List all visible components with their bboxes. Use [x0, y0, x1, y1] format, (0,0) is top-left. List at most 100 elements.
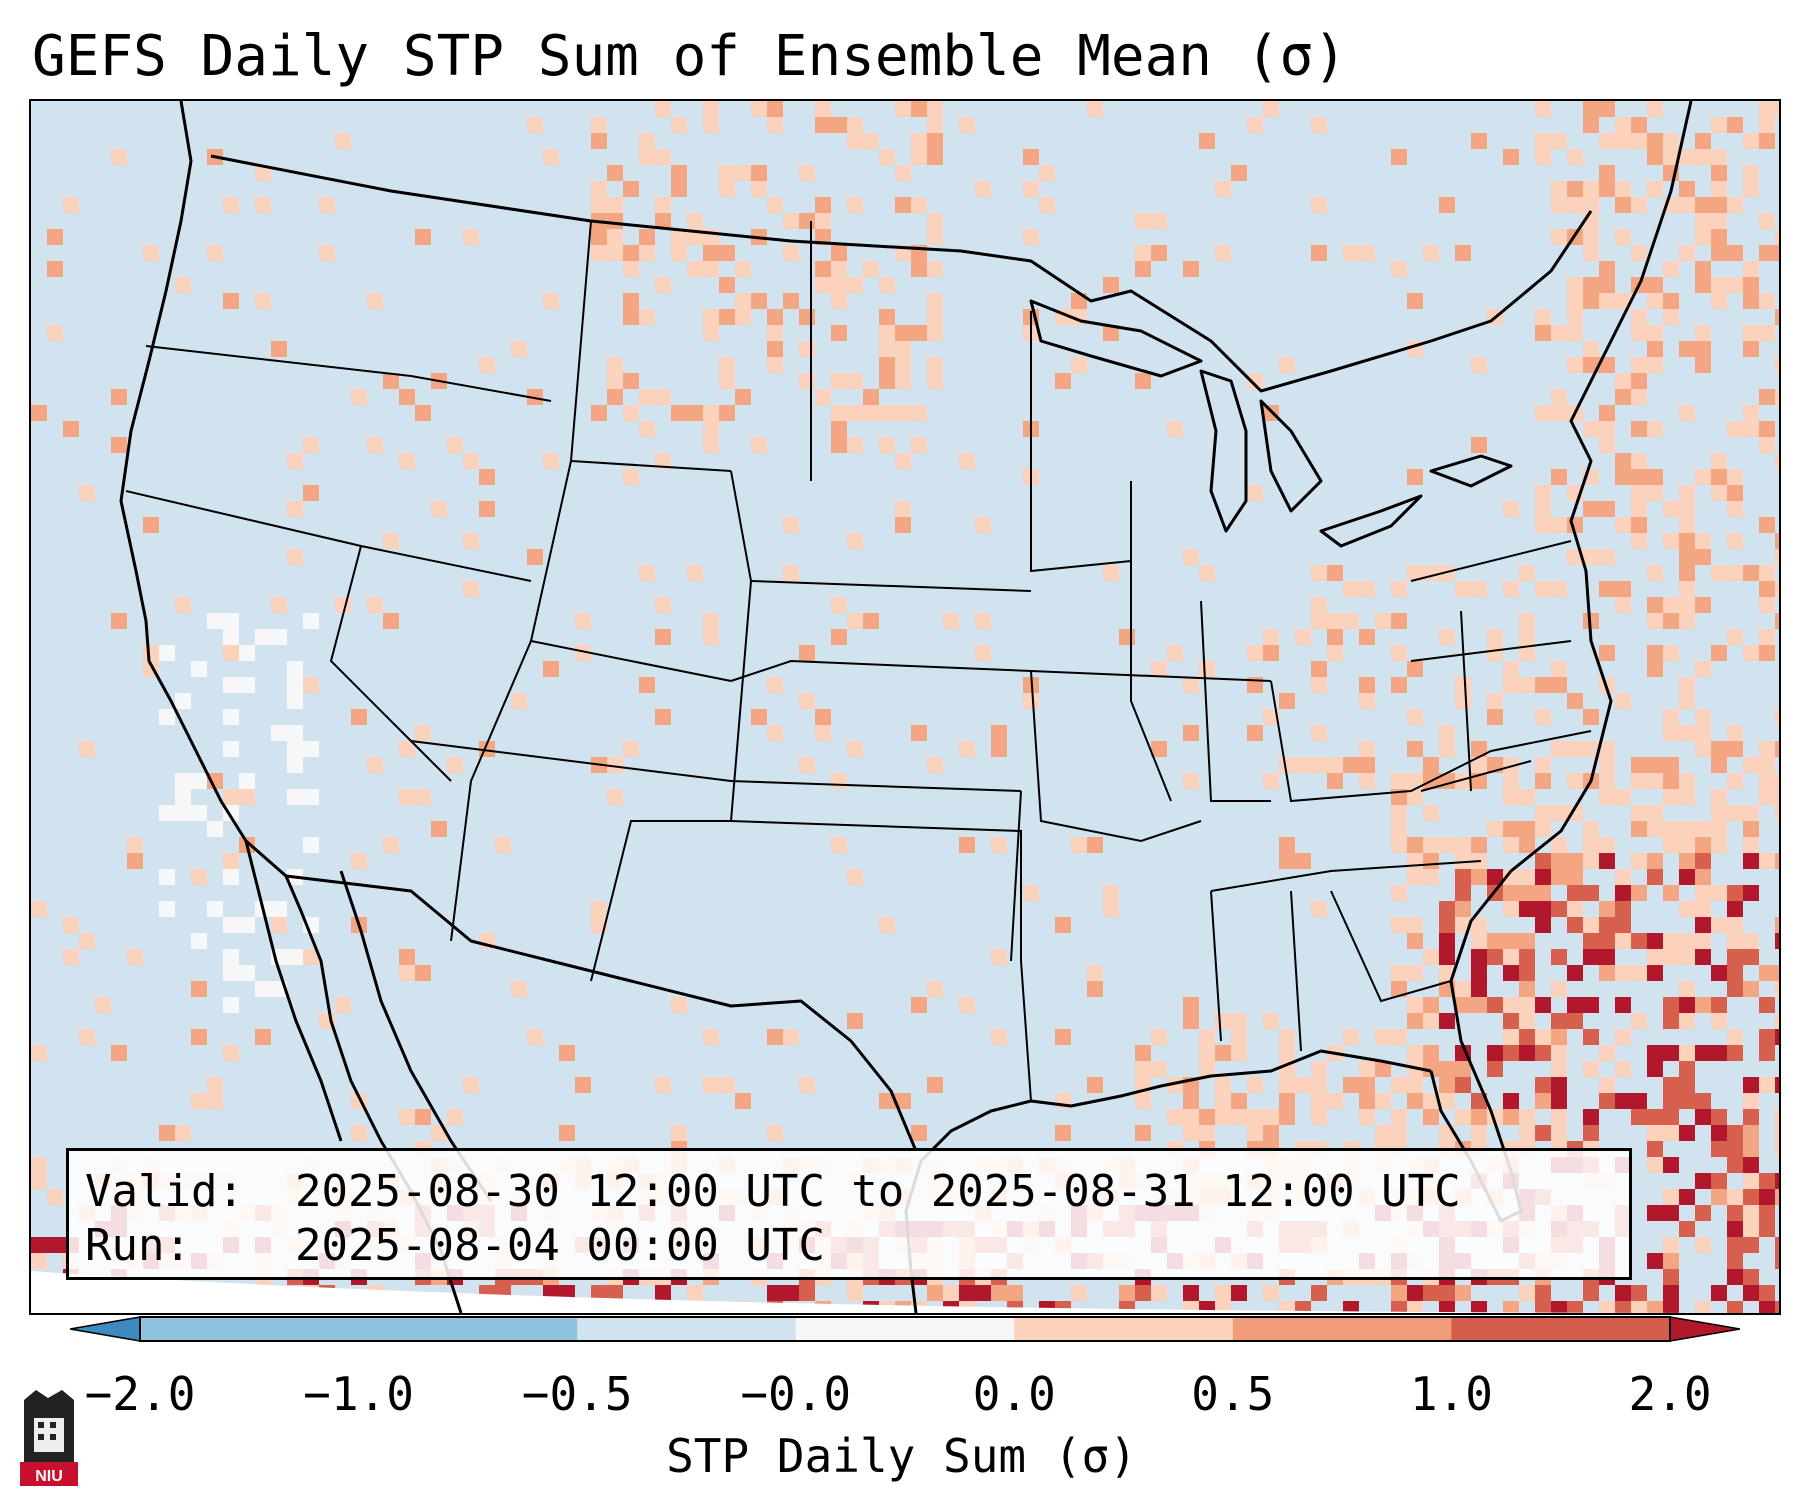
stp-cell — [1743, 421, 1759, 437]
stp-cell — [1727, 1237, 1743, 1253]
stp-cell — [47, 1189, 63, 1205]
stp-cell — [223, 1045, 239, 1061]
stp-cell — [1631, 325, 1647, 341]
stp-cell — [879, 1093, 895, 1109]
stp-cell — [1519, 613, 1535, 629]
stp-cell — [1519, 565, 1535, 581]
stp-cell — [1279, 693, 1295, 709]
stp-cell — [335, 997, 351, 1013]
stp-cell — [815, 213, 831, 229]
stp-cell — [1519, 1285, 1535, 1301]
stp-cell — [1567, 277, 1583, 293]
stp-cell — [1743, 1269, 1759, 1285]
stp-cell — [1455, 1061, 1471, 1077]
colorbar-segments — [140, 1317, 1671, 1341]
stp-cell — [1599, 405, 1615, 421]
stp-cell — [223, 293, 239, 309]
stp-cell — [1631, 933, 1647, 949]
stp-cell — [591, 405, 607, 421]
stp-cell — [1103, 277, 1119, 293]
stp-cell — [1695, 149, 1711, 165]
stp-cell — [1519, 981, 1535, 997]
stp-cell — [1215, 181, 1231, 197]
stp-cell — [47, 229, 63, 245]
stp-cell — [1615, 229, 1631, 245]
stp-cell — [1231, 165, 1247, 181]
stp-cell — [1135, 213, 1151, 229]
stp-cell — [303, 613, 319, 629]
stp-cell — [1215, 1077, 1231, 1093]
stp-cell — [1631, 1109, 1647, 1125]
colorbar-outline — [139, 1316, 1671, 1342]
stp-cell — [1663, 597, 1679, 613]
stp-cell — [1023, 885, 1039, 901]
stp-cell — [191, 661, 207, 677]
stp-cell — [1503, 1013, 1519, 1029]
stp-cell — [1583, 117, 1599, 133]
stp-cell — [1359, 693, 1375, 709]
stp-cell — [1759, 789, 1775, 805]
stp-cell — [239, 965, 255, 981]
stp-cell — [1359, 757, 1375, 773]
stp-cell — [655, 709, 671, 725]
stp-cell — [1679, 1013, 1695, 1029]
stp-cell — [1711, 1173, 1727, 1189]
stp-cell — [1487, 709, 1503, 725]
stp-cell — [1583, 1061, 1599, 1077]
stp-cell — [799, 373, 815, 389]
stp-cell — [1327, 613, 1343, 629]
stp-cell — [1487, 629, 1503, 645]
stp-cell — [1727, 117, 1743, 133]
stp-cell — [1663, 997, 1679, 1013]
stp-cell — [1295, 629, 1311, 645]
stp-cell — [1663, 933, 1679, 949]
stp-cell — [1775, 245, 1779, 261]
stp-cell — [591, 133, 607, 149]
stp-cell — [1119, 629, 1135, 645]
stp-cell — [1183, 1285, 1199, 1301]
stp-cell — [1615, 581, 1631, 597]
stp-cell — [1647, 341, 1663, 357]
stp-cell — [1599, 773, 1615, 789]
stp-cell — [1551, 661, 1567, 677]
stp-cell — [1663, 885, 1679, 901]
stp-cell — [1455, 837, 1471, 853]
stp-cell — [1327, 1093, 1343, 1109]
stp-cell — [1679, 869, 1695, 885]
stp-cell — [1695, 933, 1711, 949]
stp-cell — [1711, 245, 1727, 261]
stp-cell — [863, 613, 879, 629]
stp-cell — [1679, 1189, 1695, 1205]
colorbar-tick-label: 2.0 — [1628, 1367, 1712, 1421]
stp-cell — [1775, 453, 1779, 469]
stp-cell — [47, 325, 63, 341]
colorbar-segment — [795, 1317, 1015, 1341]
stp-cell — [175, 277, 191, 293]
valid-label: Valid: — [85, 1166, 244, 1217]
stp-cell — [1727, 1269, 1743, 1285]
stp-cell — [1679, 501, 1695, 517]
stp-cell — [223, 853, 239, 869]
stp-cell — [1471, 133, 1487, 149]
stp-cell — [815, 277, 831, 293]
stp-cell — [1183, 1013, 1199, 1029]
stp-cell — [431, 821, 447, 837]
stp-cell — [927, 101, 943, 117]
stp-cell — [1743, 805, 1759, 821]
stp-cell — [1599, 1077, 1615, 1093]
stp-cell — [1695, 1205, 1711, 1221]
stp-cell — [1023, 181, 1039, 197]
stp-cell — [1583, 1109, 1599, 1125]
stp-cell — [1583, 885, 1599, 901]
stp-cell — [623, 373, 639, 389]
stp-cell — [383, 533, 399, 549]
stp-cell — [927, 261, 943, 277]
stp-cell — [1391, 885, 1407, 901]
stp-cell — [1535, 901, 1551, 917]
stp-cell — [1727, 917, 1743, 933]
stp-cell — [1279, 837, 1295, 853]
stp-cell — [1583, 997, 1599, 1013]
stp-cell — [1663, 1125, 1679, 1141]
stp-cell — [175, 1125, 191, 1141]
stp-cell — [1759, 1301, 1775, 1313]
